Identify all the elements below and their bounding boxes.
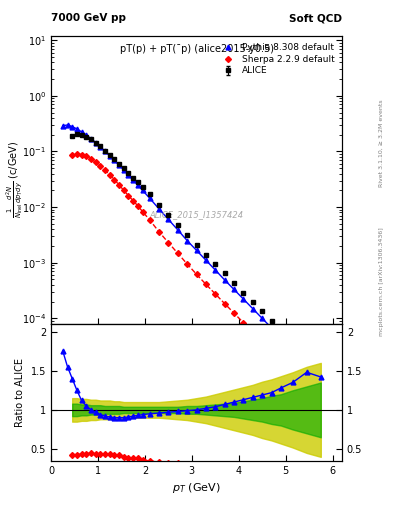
Sherpa 2.2.9 default — [126, 193, 131, 199]
Pythia 8.308 default — [61, 123, 65, 129]
Pythia 8.308 default — [65, 122, 70, 128]
Pythia 8.308 default — [121, 166, 126, 173]
Pythia 8.308 default — [140, 187, 145, 194]
Text: pT(p) + pT(¯p) (alice2015-y0.5): pT(p) + pT(¯p) (alice2015-y0.5) — [119, 45, 274, 54]
Sherpa 2.2.9 default — [166, 240, 171, 246]
Sherpa 2.2.9 default — [185, 261, 189, 267]
Sherpa 2.2.9 default — [213, 291, 218, 297]
Pythia 8.308 default — [131, 177, 136, 183]
Pythia 8.308 default — [318, 379, 323, 385]
Sherpa 2.2.9 default — [98, 163, 103, 169]
Sherpa 2.2.9 default — [318, 401, 323, 408]
Pythia 8.308 default — [222, 277, 227, 283]
Sherpa 2.2.9 default — [304, 386, 309, 392]
Pythia 8.308 default — [269, 325, 274, 331]
Pythia 8.308 default — [157, 206, 162, 212]
Pythia 8.308 default — [112, 157, 117, 163]
Pythia 8.308 default — [147, 195, 152, 201]
Pythia 8.308 default — [304, 362, 309, 369]
Sherpa 2.2.9 default — [279, 357, 283, 364]
Text: mcplots.cern.ch [arXiv:1306.3436]: mcplots.cern.ch [arXiv:1306.3436] — [379, 227, 384, 336]
Pythia 8.308 default — [84, 132, 89, 138]
Pythia 8.308 default — [93, 139, 98, 145]
Sherpa 2.2.9 default — [175, 250, 180, 257]
Sherpa 2.2.9 default — [157, 229, 162, 235]
Sherpa 2.2.9 default — [231, 310, 236, 316]
Pythia 8.308 default — [213, 267, 218, 273]
Pythia 8.308 default — [250, 306, 255, 312]
Sherpa 2.2.9 default — [107, 172, 112, 178]
Sherpa 2.2.9 default — [260, 339, 264, 345]
Pythia 8.308 default — [79, 129, 84, 135]
Text: Soft QCD: Soft QCD — [289, 13, 342, 23]
Sherpa 2.2.9 default — [131, 198, 136, 204]
Pythia 8.308 default — [290, 347, 295, 353]
Y-axis label: $\frac{1}{N_\mathrm{inel}}\frac{d^2N}{dp_Tdy}$ (c/GeV): $\frac{1}{N_\mathrm{inel}}\frac{d^2N}{dp… — [4, 141, 25, 219]
Sherpa 2.2.9 default — [121, 187, 126, 194]
Pythia 8.308 default — [175, 227, 180, 233]
Text: Rivet 3.1.10, ≥ 3.2M events: Rivet 3.1.10, ≥ 3.2M events — [379, 99, 384, 187]
Pythia 8.308 default — [103, 148, 107, 154]
Text: ALICE_2015_I1357424: ALICE_2015_I1357424 — [149, 210, 244, 219]
Sherpa 2.2.9 default — [241, 319, 246, 326]
Pythia 8.308 default — [70, 123, 75, 130]
Sherpa 2.2.9 default — [194, 271, 199, 278]
Y-axis label: Ratio to ALICE: Ratio to ALICE — [15, 358, 25, 427]
Pythia 8.308 default — [98, 143, 103, 150]
Sherpa 2.2.9 default — [147, 217, 152, 223]
Legend: Pythia 8.308 default, Sherpa 2.2.9 default, ALICE: Pythia 8.308 default, Sherpa 2.2.9 defau… — [217, 40, 338, 78]
Sherpa 2.2.9 default — [79, 152, 84, 158]
Pythia 8.308 default — [260, 315, 264, 322]
Text: 7000 GeV pp: 7000 GeV pp — [51, 13, 126, 23]
Pythia 8.308 default — [126, 172, 131, 178]
Sherpa 2.2.9 default — [222, 301, 227, 307]
Pythia 8.308 default — [136, 182, 140, 188]
Pythia 8.308 default — [75, 126, 79, 132]
Sherpa 2.2.9 default — [204, 281, 208, 287]
Pythia 8.308 default — [194, 247, 199, 253]
Pythia 8.308 default — [231, 286, 236, 292]
Sherpa 2.2.9 default — [75, 151, 79, 157]
Pythia 8.308 default — [279, 334, 283, 340]
Pythia 8.308 default — [117, 162, 121, 168]
Sherpa 2.2.9 default — [140, 208, 145, 215]
Line: Sherpa 2.2.9 default: Sherpa 2.2.9 default — [70, 152, 323, 407]
Pythia 8.308 default — [241, 296, 246, 302]
X-axis label: $p_T$ (GeV): $p_T$ (GeV) — [172, 481, 221, 495]
Pythia 8.308 default — [204, 257, 208, 263]
Sherpa 2.2.9 default — [269, 348, 274, 354]
Sherpa 2.2.9 default — [250, 329, 255, 335]
Sherpa 2.2.9 default — [93, 159, 98, 165]
Pythia 8.308 default — [166, 217, 171, 223]
Sherpa 2.2.9 default — [117, 182, 121, 188]
Line: Pythia 8.308 default: Pythia 8.308 default — [61, 122, 323, 385]
Pythia 8.308 default — [107, 153, 112, 159]
Sherpa 2.2.9 default — [136, 203, 140, 209]
Sherpa 2.2.9 default — [84, 153, 89, 159]
Pythia 8.308 default — [185, 238, 189, 244]
Sherpa 2.2.9 default — [290, 370, 295, 376]
Pythia 8.308 default — [88, 136, 93, 142]
Sherpa 2.2.9 default — [112, 177, 117, 183]
Sherpa 2.2.9 default — [103, 167, 107, 173]
Sherpa 2.2.9 default — [88, 156, 93, 162]
Sherpa 2.2.9 default — [70, 153, 75, 159]
